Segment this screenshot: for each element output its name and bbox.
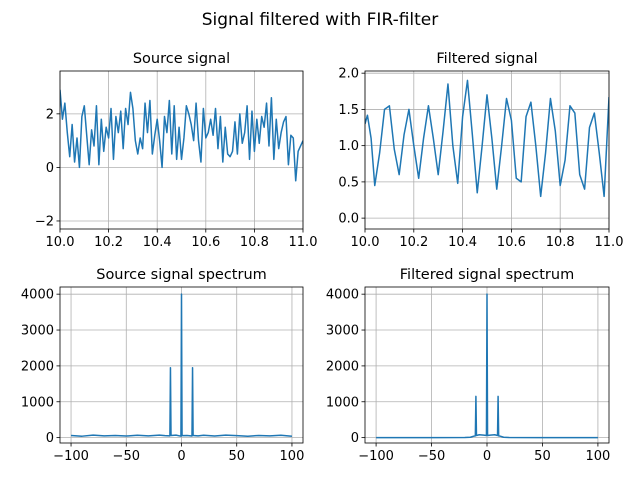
source-spectrum-y-tick-label: 4000 xyxy=(21,288,54,303)
filtered-spectrum-y-tick-label: 1000 xyxy=(326,395,359,410)
source-spectrum-x-tick-label: −50 xyxy=(113,449,140,464)
filtered-spectrum-title: Filtered signal spectrum xyxy=(400,267,574,283)
source-signal-x-tick-label: 10.6 xyxy=(191,235,220,250)
source-spectrum-y-tick-label: 0 xyxy=(46,431,54,446)
filtered-signal-y-tick-label: 1.0 xyxy=(338,139,359,154)
source-signal-series-line xyxy=(60,89,303,182)
filtered-spectrum-y-tick-label: 2000 xyxy=(326,359,359,374)
source-signal-x-tick-label: 11.0 xyxy=(289,235,318,250)
filtered-spectrum-y-tick-label: 3000 xyxy=(326,324,359,339)
filtered-signal-series-line xyxy=(365,79,609,198)
filtered-spectrum-x-tick-label: 0 xyxy=(483,449,491,464)
source-signal-frame xyxy=(59,70,304,230)
filtered-signal-x-tick-label: 10.2 xyxy=(399,235,428,250)
filtered-spectrum-series-line xyxy=(376,293,598,439)
source-spectrum-x-tick-label: 100 xyxy=(280,449,305,464)
source-spectrum-y-tick-label: 2000 xyxy=(21,359,54,374)
filtered-spectrum-x-tick-label: −100 xyxy=(358,449,394,464)
source-spectrum-series-line xyxy=(71,293,293,437)
filtered-signal-axes: 10.0 10.2 10.4 10.6 10.8 11.0 0.0 0.5 1.0 1.5 2.0 F… xyxy=(338,51,623,250)
filtered-signal-x-tick-label: 10.8 xyxy=(546,235,575,250)
filtered-signal-frame xyxy=(364,70,610,230)
source-signal-y-tick-label: 2 xyxy=(46,107,54,122)
filtered-signal-y-tick-label: 0.5 xyxy=(338,175,359,190)
source-signal-y-tick-label: 0 xyxy=(46,161,54,176)
filtered-signal-y-tick-label: 0.0 xyxy=(338,212,359,227)
source-signal-x-tick-label: 10.8 xyxy=(240,235,269,250)
source-signal-x-tick-label: 10.0 xyxy=(46,235,75,250)
source-signal-axes: 10.0 10.2 10.4 10.6 10.8 11.0 −2 0 2 Source signa… xyxy=(35,51,318,250)
filtered-signal-title: Filtered signal xyxy=(436,51,537,67)
filtered-signal-x-tick-label: 11.0 xyxy=(595,235,624,250)
source-signal-x-tick-label: 10.4 xyxy=(143,235,172,250)
source-spectrum-title: Source signal spectrum xyxy=(96,267,267,283)
source-spectrum-x-tick-label: 50 xyxy=(228,449,245,464)
source-signal-title: Source signal xyxy=(133,51,230,67)
filtered-signal-y-tick-label: 2.0 xyxy=(338,67,359,82)
filtered-signal-x-tick-label: 10.0 xyxy=(351,235,380,250)
filtered-spectrum-x-tick-label: 50 xyxy=(534,449,551,464)
filtered-signal-x-tick-label: 10.6 xyxy=(497,235,526,250)
figure-title: Signal filtered with FIR-filter xyxy=(202,10,439,30)
filtered-signal-y-tick-label: 1.5 xyxy=(338,103,359,118)
source-spectrum-y-tick-label: 1000 xyxy=(21,395,54,410)
filtered-signal-x-tick-label: 10.4 xyxy=(448,235,477,250)
source-signal-x-tick-label: 10.2 xyxy=(94,235,123,250)
filtered-spectrum-y-tick-label: 4000 xyxy=(326,288,359,303)
filtered-spectrum-x-tick-label: −50 xyxy=(418,449,445,464)
filtered-spectrum-x-tick-label: 100 xyxy=(585,449,610,464)
filtered-spectrum-y-tick-label: 0 xyxy=(351,431,359,446)
source-spectrum-x-tick-label: 0 xyxy=(177,449,185,464)
source-spectrum-y-tick-label: 3000 xyxy=(21,324,54,339)
source-signal-y-tick-label: −2 xyxy=(35,214,54,229)
source-spectrum-x-tick-label: −100 xyxy=(53,449,89,464)
